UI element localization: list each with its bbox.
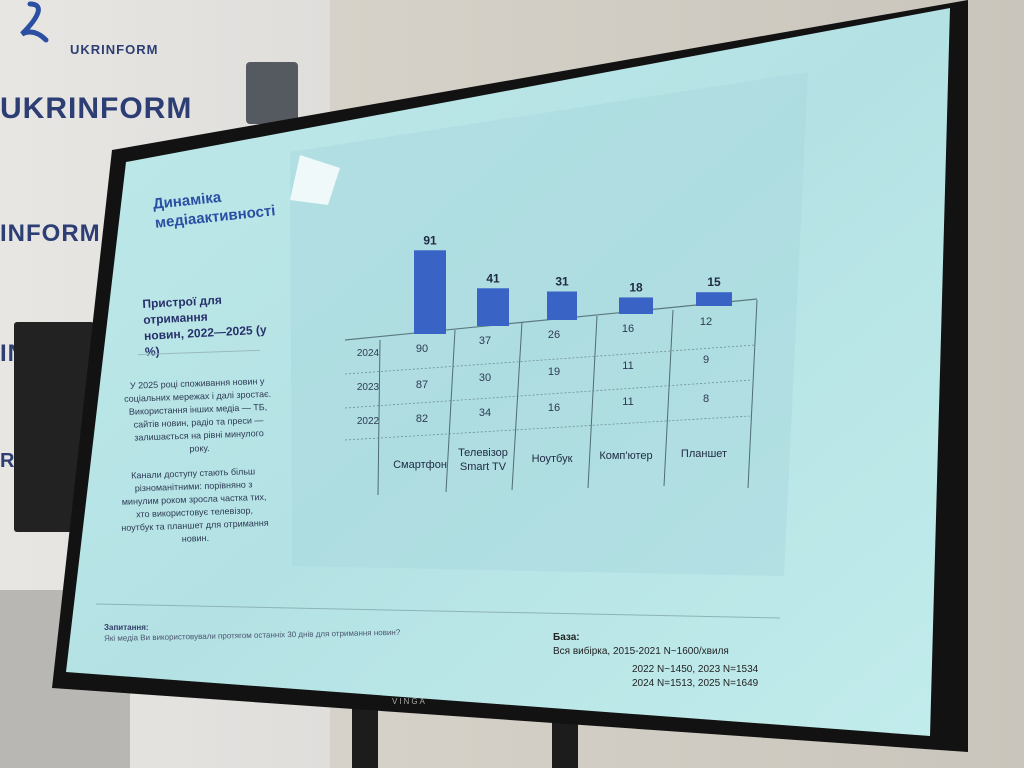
screen-glare (290, 155, 340, 205)
category-label: Комп'ютер (599, 450, 652, 462)
banner-logo-text: UKRINFORM (70, 42, 159, 57)
wall-speaker (246, 62, 298, 124)
question-label: Запитання: (104, 623, 149, 632)
base-line-2: 2022 N~1450, 2023 N=1534 (632, 664, 759, 675)
table-cell: 8 (703, 393, 709, 405)
table-cell: 82 (416, 413, 428, 425)
table-row-label: 2022 (357, 416, 380, 427)
table-cell: 30 (479, 372, 491, 384)
chart: 91 41 31 18 15 2024 90 37 26 16 12 2023 87 30 19 11 9 202… (344, 233, 758, 496)
table-cell: 26 (548, 329, 560, 341)
tv-brand-label: VINGA (392, 697, 427, 706)
slide-title: Динаміка медіаактивності (152, 180, 295, 232)
banner-text-2: INFORM (0, 220, 101, 247)
category-label: Планшет (681, 448, 727, 460)
bar-value-label: 15 (707, 275, 721, 289)
table-cell: 19 (548, 366, 560, 378)
bar-value-label: 31 (555, 274, 569, 288)
table-cell: 11 (622, 396, 633, 408)
base-label: База: (553, 632, 580, 643)
tv-stand-left (352, 700, 378, 768)
chart-subtitle: Пристрої для отримання новин, 2022—2025 … (142, 289, 285, 360)
base-line-3: 2024 N=1513, 2025 N=1649 (632, 678, 759, 689)
table-column-line (377, 339, 381, 496)
table-cell: 9 (703, 354, 709, 366)
table-cell: 16 (548, 402, 560, 414)
chart-bar (696, 292, 732, 306)
category-label: Телевізор (458, 447, 508, 459)
banner-text-1: UKRINFORM (0, 92, 193, 125)
chart-bar (477, 288, 509, 326)
base-line-1: Вся вибірка, 2015-2021 N~1600/хвиля (553, 646, 729, 657)
table-column-line (445, 329, 456, 493)
category-label: Смартфон (393, 459, 447, 471)
table-column-line (587, 315, 598, 489)
table-cell: 12 (700, 316, 712, 328)
bar-value-label: 91 (423, 233, 437, 247)
footer-divider (95, 603, 781, 619)
table-row-label: 2024 (357, 348, 380, 359)
slide-logo-icon (20, 1, 49, 43)
table-cell: 37 (479, 335, 491, 347)
table-row-label: 2023 (357, 382, 380, 393)
table-column-line (747, 299, 758, 489)
chart-panel (290, 72, 808, 576)
bar-value-label: 18 (629, 280, 643, 294)
body-paragraph-2: Канали доступу стають більш різноманітни… (121, 466, 269, 544)
chart-bar (414, 250, 446, 334)
chart-bar (619, 297, 653, 314)
chart-bar (547, 291, 577, 320)
category-label: Ноутбук (532, 453, 573, 465)
table-column-line (511, 321, 523, 491)
table-cell: 90 (416, 343, 428, 355)
tv-stand-right (552, 718, 578, 768)
bar-value-label: 41 (486, 271, 500, 285)
table-cell: 16 (622, 323, 634, 335)
body-paragraph-1: У 2025 році споживання новин у соціальни… (123, 376, 272, 454)
table-cell: 11 (622, 360, 633, 372)
table-cell: 87 (416, 379, 428, 391)
table-column-line (663, 309, 674, 487)
table-row-line (344, 344, 756, 375)
table-cell: 34 (479, 407, 491, 419)
category-label: Smart TV (460, 461, 507, 473)
